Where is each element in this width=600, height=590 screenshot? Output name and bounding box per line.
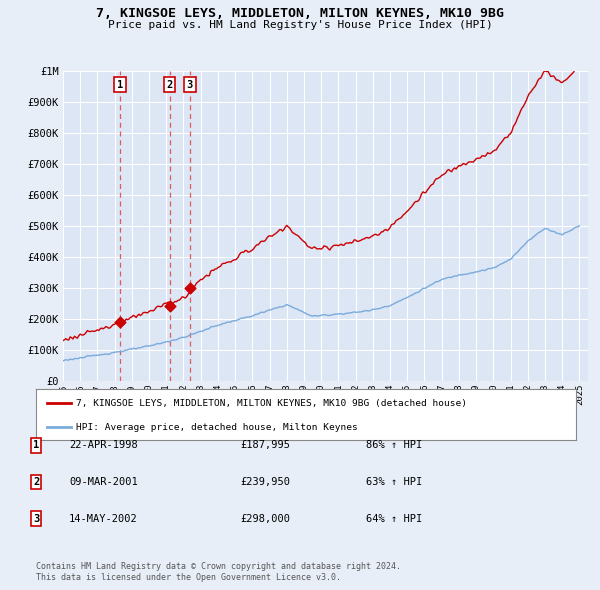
Text: 22-APR-1998: 22-APR-1998 xyxy=(69,441,138,450)
Text: 2: 2 xyxy=(33,477,39,487)
Text: This data is licensed under the Open Government Licence v3.0.: This data is licensed under the Open Gov… xyxy=(36,572,341,582)
Text: £239,950: £239,950 xyxy=(240,477,290,487)
Text: HPI: Average price, detached house, Milton Keynes: HPI: Average price, detached house, Milt… xyxy=(77,422,358,431)
Text: 14-MAY-2002: 14-MAY-2002 xyxy=(69,514,138,523)
Text: Contains HM Land Registry data © Crown copyright and database right 2024.: Contains HM Land Registry data © Crown c… xyxy=(36,562,401,571)
Text: 2: 2 xyxy=(166,80,173,90)
Text: 63% ↑ HPI: 63% ↑ HPI xyxy=(366,477,422,487)
Text: 7, KINGSOE LEYS, MIDDLETON, MILTON KEYNES, MK10 9BG (detached house): 7, KINGSOE LEYS, MIDDLETON, MILTON KEYNE… xyxy=(77,399,467,408)
Text: 1: 1 xyxy=(33,441,39,450)
Text: 64% ↑ HPI: 64% ↑ HPI xyxy=(366,514,422,523)
Text: 3: 3 xyxy=(187,80,193,90)
Text: 09-MAR-2001: 09-MAR-2001 xyxy=(69,477,138,487)
Text: 3: 3 xyxy=(33,514,39,523)
Text: 7, KINGSOE LEYS, MIDDLETON, MILTON KEYNES, MK10 9BG: 7, KINGSOE LEYS, MIDDLETON, MILTON KEYNE… xyxy=(96,7,504,20)
Text: £298,000: £298,000 xyxy=(240,514,290,523)
Point xyxy=(115,317,125,327)
Text: 1: 1 xyxy=(117,80,123,90)
Text: 86% ↑ HPI: 86% ↑ HPI xyxy=(366,441,422,450)
Text: £187,995: £187,995 xyxy=(240,441,290,450)
Point xyxy=(185,284,194,293)
Point xyxy=(165,301,175,311)
Text: Price paid vs. HM Land Registry's House Price Index (HPI): Price paid vs. HM Land Registry's House … xyxy=(107,20,493,30)
